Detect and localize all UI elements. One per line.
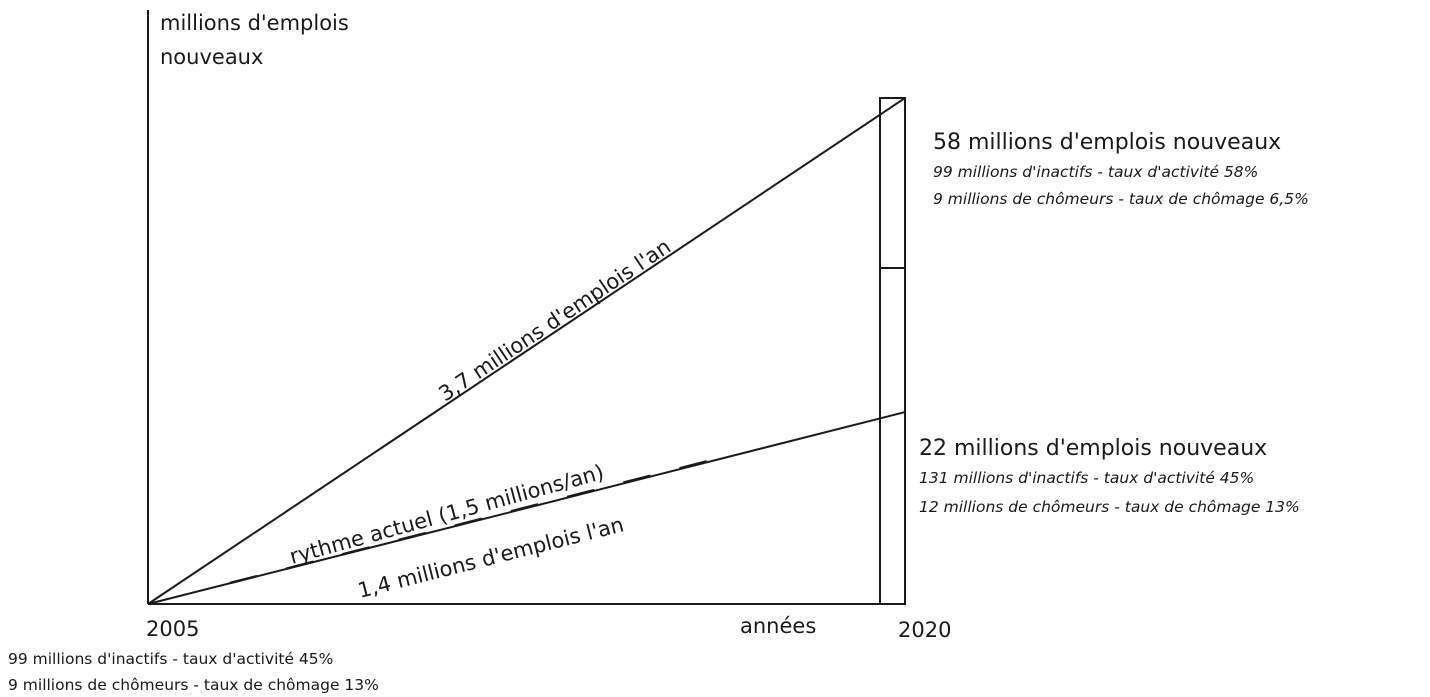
y-axis-label-line-2: nouveaux: [160, 45, 263, 69]
annotation-high-line-1: 99 millions d'inactifs - taux d'activité…: [933, 163, 1258, 181]
annotation-high-line-2: 9 millions de chômeurs - taux de chômage…: [933, 190, 1309, 208]
annotation-base-line-2: 9 millions de chômeurs - taux de chômage…: [8, 676, 379, 694]
annotation-base-line-1: 99 millions d'inactifs - taux d'activité…: [8, 650, 333, 668]
x-axis-label: années: [740, 614, 816, 638]
bar-2020-segment-lower: [879, 267, 906, 605]
bar-2020-segment-upper: [879, 97, 906, 269]
annotation-low-title: 22 millions d'emplois nouveaux: [919, 436, 1267, 461]
annotation-low-line-1: 131 millions d'inactifs - taux d'activit…: [919, 469, 1254, 487]
annotation-low-line-2: 12 millions de chômeurs - taux de chômag…: [919, 498, 1300, 516]
annotation-high-title: 58 millions d'emplois nouveaux: [933, 130, 1281, 155]
x-tick-label-end: 2020: [898, 618, 951, 642]
y-axis-label-line-1: millions d'emplois: [160, 11, 349, 35]
series-label-3-7-millions: 3,7 millions d'emplois l'an: [434, 234, 675, 406]
series-line-3-7-millions: [147, 97, 906, 605]
series-line-rythme-actuel: [229, 456, 721, 585]
x-tick-label-start: 2005: [146, 617, 199, 641]
